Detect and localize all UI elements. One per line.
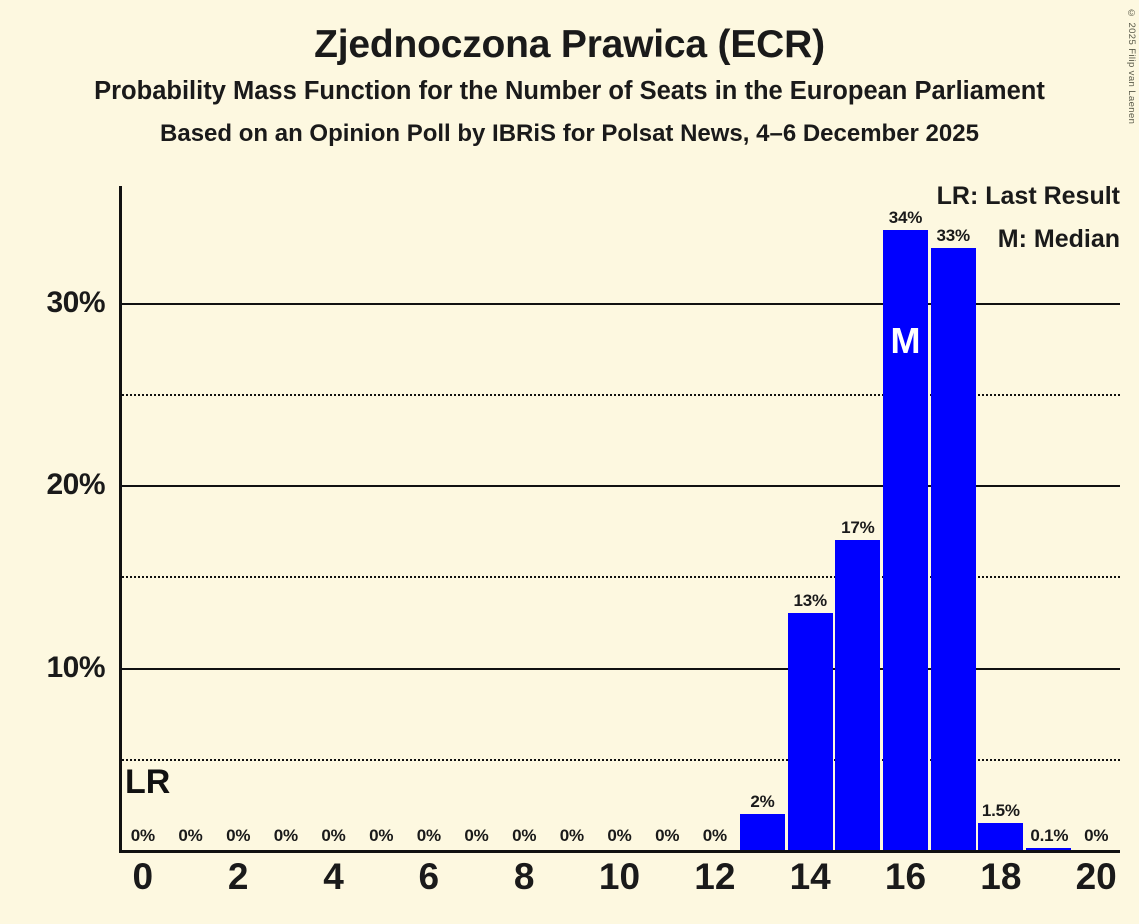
- bar-seats-17: [930, 248, 976, 850]
- chart-legend: LR: Last Result M: Median: [937, 184, 1120, 270]
- bar-label-seats-7: 0%: [464, 826, 489, 845]
- bar-label-seats-3: 0%: [273, 826, 298, 845]
- bar-seats-13: [739, 813, 786, 850]
- copyright-notice: © 2025 Filip van Laenen: [1126, 8, 1137, 125]
- x-axis-tick-14: 14: [789, 856, 831, 897]
- y-axis-tick-30%: 30%: [46, 285, 105, 319]
- bar-label-seats-6: 0%: [416, 826, 441, 845]
- last-result-marker: LR: [125, 762, 171, 801]
- y-axis-tick-20%: 20%: [46, 468, 105, 502]
- x-axis-tick-4: 4: [323, 856, 344, 897]
- bar-seats-18: [978, 822, 1024, 850]
- bar-label-seats-16: 34%: [888, 207, 923, 227]
- bar-label-seats-17: 33%: [936, 226, 970, 246]
- bar-label-seats-13: 2%: [750, 791, 775, 811]
- bar-label-seats-0: 0%: [130, 826, 155, 845]
- bar-label-seats-18: 1.5%: [981, 800, 1020, 820]
- gridline-dotted-25: [119, 393, 1120, 396]
- bar-seats-14: [787, 612, 833, 850]
- x-axis-tick-10: 10: [598, 856, 641, 897]
- gridline-dotted-15: [119, 576, 1120, 579]
- bar-label-seats-2: 0%: [226, 826, 251, 845]
- chart-subtitle: Probability Mass Function for the Number…: [94, 77, 1045, 105]
- x-axis-tick-0: 0: [132, 856, 154, 897]
- legend-item-last-result: LR: Last Result: [936, 182, 1120, 210]
- gridline-solid-30: [119, 302, 1120, 305]
- x-axis-tick-2: 2: [227, 856, 249, 897]
- gridline-dotted-5: [119, 758, 1120, 761]
- gridline-solid-10: [119, 667, 1120, 670]
- legend-item-median: M: Median: [997, 225, 1120, 253]
- bar-seats-19: [1025, 848, 1072, 850]
- median-marker: M: [890, 319, 921, 361]
- bar-label-seats-1: 0%: [178, 826, 203, 845]
- x-axis-line: [119, 850, 1120, 853]
- x-axis-tick-12: 12: [694, 856, 736, 897]
- x-axis-tick-16: 16: [884, 856, 927, 897]
- bar-label-seats-5: 0%: [369, 826, 394, 845]
- bar-label-seats-9: 0%: [559, 826, 584, 845]
- bar-label-seats-14: 13%: [793, 590, 827, 610]
- bar-label-seats-20: 0%: [1084, 826, 1109, 845]
- bar-label-seats-4: 0%: [321, 826, 346, 845]
- y-axis-tick-10%: 10%: [46, 650, 105, 684]
- chart-title: Zjednoczona Prawica (ECR): [314, 23, 825, 66]
- x-axis-tick-18: 18: [980, 856, 1022, 897]
- y-axis-line: [119, 186, 122, 850]
- plot-area: 10% 20% 30% 0% 0% 0% 0% 0% 0% 0% 0% 0% 0% 0% 0% 0% 2% 13…: [46, 186, 1120, 897]
- bar-label-seats-15: 17%: [841, 517, 875, 537]
- chart-header: Zjednoczona Prawica (ECR) Probability Ma…: [0, 0, 1139, 146]
- bar-label-seats-8: 0%: [512, 826, 537, 845]
- bar-seats-16: [882, 229, 929, 850]
- bar-seats-15: [835, 539, 881, 850]
- bar-label-seats-12: 0%: [702, 826, 727, 845]
- chart-source-note: Based on an Opinion Poll by IBRiS for Po…: [160, 119, 979, 147]
- bar-label-seats-11: 0%: [655, 826, 680, 845]
- x-axis-tick-8: 8: [513, 856, 535, 897]
- bar-label-seats-19: 0.1%: [1030, 826, 1069, 845]
- gridline-solid-20: [119, 485, 1120, 488]
- x-axis-tick-6: 6: [418, 856, 440, 897]
- bar-label-seats-10: 0%: [607, 826, 632, 845]
- x-axis-tick-20: 20: [1075, 856, 1117, 897]
